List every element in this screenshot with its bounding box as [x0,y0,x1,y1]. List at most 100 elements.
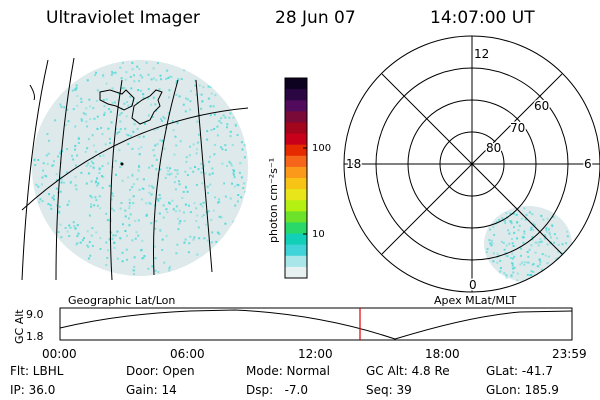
mlat-label-80: 80 [486,141,501,155]
speckle [131,61,134,64]
speckle [548,233,551,236]
speckle [57,231,60,234]
speckle [209,85,212,88]
speckle [158,212,161,215]
speckle [490,244,493,247]
speckle [175,82,178,85]
speckle [120,77,123,80]
speckle [119,128,122,131]
speckle [41,176,44,179]
speckle [90,180,93,183]
speckle [74,227,77,230]
speckle [65,171,68,174]
speckle [106,219,109,222]
speckle [38,201,41,204]
speckle [178,95,181,98]
speckle [509,257,512,259]
speckle [59,176,62,179]
speckle [123,102,126,105]
speckle [511,267,514,270]
speckle [60,181,63,184]
speckle [517,229,520,232]
speckle [154,257,157,260]
speckle [107,127,110,130]
speckle [161,120,163,122]
speckle [58,210,61,213]
speckle [176,243,179,246]
speckle [153,154,156,157]
speckle [241,148,244,151]
speckle [509,212,512,215]
speckle [226,164,228,167]
speckle [530,274,533,276]
speckle [513,266,516,269]
speckle [90,203,93,206]
speckle [218,232,221,235]
speckle [202,214,205,216]
speckle [183,211,185,214]
speckle [539,260,542,263]
speckle [229,197,232,200]
geographic-image-panel [21,57,249,281]
speckle [200,93,203,96]
speckle [60,178,63,181]
speckle [240,196,243,199]
speckle [223,182,226,185]
speckle [124,78,127,81]
speckle [131,68,134,71]
speckle [233,170,236,173]
speckle [90,196,93,199]
speckle [51,196,54,199]
speckle [228,116,231,119]
speckle [154,144,157,147]
speckle [76,224,79,227]
timeline-ytick-low: 1.8 [26,330,44,343]
speckle [120,112,123,115]
speckle [208,160,211,163]
speckle [540,214,543,217]
speckle [188,154,191,157]
mlt-label-6: 6 [584,157,592,171]
speckle [150,103,153,106]
speckle [77,142,80,144]
speckle [544,254,547,257]
speckle [530,270,533,273]
speckle [167,170,170,172]
speckle [555,257,558,260]
speckle [521,236,524,239]
speckle [505,255,508,258]
earth-disk [32,60,248,276]
speckle [87,138,90,141]
speckle [131,186,134,189]
speckle [163,261,166,264]
speckle [77,232,80,235]
speckle [129,95,132,98]
speckle [33,159,36,162]
speckle [220,216,223,219]
speckle [48,193,50,196]
speckle [203,237,206,240]
speckle [103,111,106,114]
speckle [60,105,63,108]
speckle [148,166,151,169]
speckle [85,182,88,185]
speckle [216,134,219,137]
speckle [209,105,212,108]
speckle [101,133,104,136]
speckle [128,201,131,204]
speckle [92,162,95,165]
dsp-status: Dsp: -7.0 [246,383,309,397]
mode-status: Mode: Normal [246,364,330,378]
speckle [523,230,526,233]
speckle [178,180,180,183]
speckle [116,230,119,233]
speckle [195,152,198,155]
speckle [533,224,536,227]
speckle [121,61,124,64]
speckle [159,168,162,171]
speckle [45,175,48,178]
speckle [91,244,94,247]
speckle [174,188,177,191]
speckle [169,167,171,170]
speckle [113,246,116,249]
